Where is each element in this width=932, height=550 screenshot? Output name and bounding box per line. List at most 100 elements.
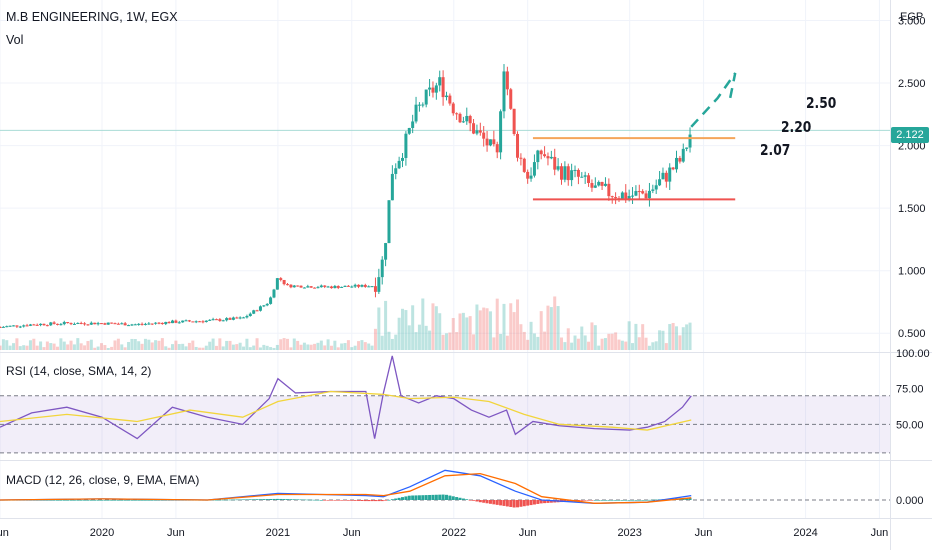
- volume-bar: [370, 345, 374, 350]
- macd-histogram-bar: [346, 500, 350, 501]
- volume-bar: [282, 338, 286, 350]
- candle-body: [678, 157, 682, 162]
- volume-bar: [549, 307, 553, 350]
- candle-body: [275, 278, 279, 290]
- volume-bar: [66, 344, 70, 350]
- volume-bars: [0, 296, 692, 350]
- macd-histogram-bar: [299, 499, 303, 501]
- candle-body: [231, 317, 235, 320]
- macd-histogram-bar: [455, 497, 459, 500]
- candle-body: [198, 321, 202, 323]
- volume-bar: [424, 325, 428, 350]
- volume-bar: [637, 337, 641, 350]
- candle-body: [478, 130, 482, 133]
- candle-body: [18, 326, 22, 328]
- volume-bar: [93, 347, 97, 350]
- volume-bar: [641, 324, 645, 350]
- volume-bar: [465, 317, 469, 350]
- candle-body: [499, 111, 503, 153]
- volume-bar: [502, 303, 506, 350]
- volume-bar: [455, 332, 459, 350]
- macd-histogram-bar: [475, 500, 479, 502]
- candle-body: [184, 320, 188, 322]
- volume-bar: [167, 347, 171, 350]
- volume-bar: [1, 339, 5, 350]
- volume-bar: [45, 341, 49, 350]
- target-label-250: 2.50: [806, 94, 837, 112]
- volume-bar: [15, 338, 19, 350]
- macd-histogram-bar: [397, 497, 401, 500]
- volume-bar: [685, 324, 689, 350]
- candle-body: [340, 286, 344, 288]
- volume-label[interactable]: Vol: [6, 33, 24, 47]
- candle-body: [35, 324, 39, 326]
- volume-bar: [478, 310, 482, 350]
- volume-bar: [194, 346, 198, 350]
- macd-title[interactable]: MACD (12, 26, close, 9, EMA, EMA): [6, 473, 200, 487]
- candle-body: [516, 133, 520, 158]
- macd-histogram-bar: [627, 500, 631, 501]
- candle-body: [390, 173, 394, 201]
- volume-bar: [553, 296, 557, 350]
- candle-body: [248, 313, 252, 317]
- volume-bar: [336, 347, 340, 350]
- candle-body: [187, 320, 191, 322]
- macd-histogram-bar: [69, 500, 73, 501]
- macd-histogram-bar: [279, 498, 283, 500]
- macd-histogram-bar: [228, 499, 232, 501]
- volume-bar: [228, 340, 232, 350]
- volume-bar: [367, 343, 371, 350]
- volume-bar: [593, 325, 597, 350]
- candle-body: [208, 319, 212, 321]
- candle-body: [488, 139, 492, 146]
- macd-histogram-bar: [516, 500, 520, 508]
- candle-body: [461, 121, 465, 123]
- rsi-axis-label: 100.00: [896, 348, 930, 360]
- volume-bar: [350, 347, 354, 350]
- macd-histogram-bar: [495, 500, 499, 505]
- macd-histogram-bar: [316, 499, 320, 501]
- macd-histogram-bar: [451, 496, 455, 500]
- macd-histogram-bar: [262, 499, 266, 500]
- volume-bar: [576, 338, 580, 350]
- volume-bar: [387, 331, 391, 350]
- macd-histogram-bar: [492, 500, 496, 505]
- candle-body: [140, 323, 144, 325]
- candle-body: [424, 89, 428, 105]
- candle-body: [593, 185, 597, 188]
- volume-bar: [198, 347, 202, 350]
- volume-bar: [309, 344, 313, 350]
- candle-body: [654, 185, 658, 190]
- macd-histogram-bar: [265, 499, 269, 500]
- volume-bar: [329, 345, 333, 350]
- volume-bar: [363, 342, 367, 350]
- candle-body: [576, 169, 580, 177]
- candle-body: [171, 320, 175, 324]
- macd-histogram-bar: [289, 499, 293, 500]
- candle-body: [110, 322, 114, 324]
- macd-histogram-bar: [214, 499, 218, 501]
- rsi-title[interactable]: RSI (14, close, SMA, 14, 2): [6, 364, 152, 378]
- volume-bar: [417, 324, 421, 350]
- volume-bar: [526, 339, 530, 350]
- candle-body: [431, 87, 435, 93]
- volume-bar: [556, 306, 560, 350]
- candle-body: [299, 285, 303, 288]
- volume-bar: [434, 306, 438, 350]
- macd-histogram-bar: [302, 499, 306, 501]
- candle-body: [377, 277, 381, 292]
- chart-title[interactable]: M.B ENGINEERING, 1W, EGX: [6, 10, 178, 24]
- volume-bar: [59, 338, 63, 350]
- macd-histogram-bar: [286, 499, 290, 500]
- candle-body: [627, 195, 631, 200]
- macd-histogram-bar: [580, 500, 584, 501]
- volume-bar: [529, 321, 533, 350]
- candle-body: [685, 147, 689, 149]
- candle-body: [137, 323, 141, 325]
- volume-bar: [444, 333, 448, 350]
- volume-bar: [614, 332, 618, 350]
- volume-bar: [343, 343, 347, 350]
- support-resistance-lines: [532, 72, 737, 201]
